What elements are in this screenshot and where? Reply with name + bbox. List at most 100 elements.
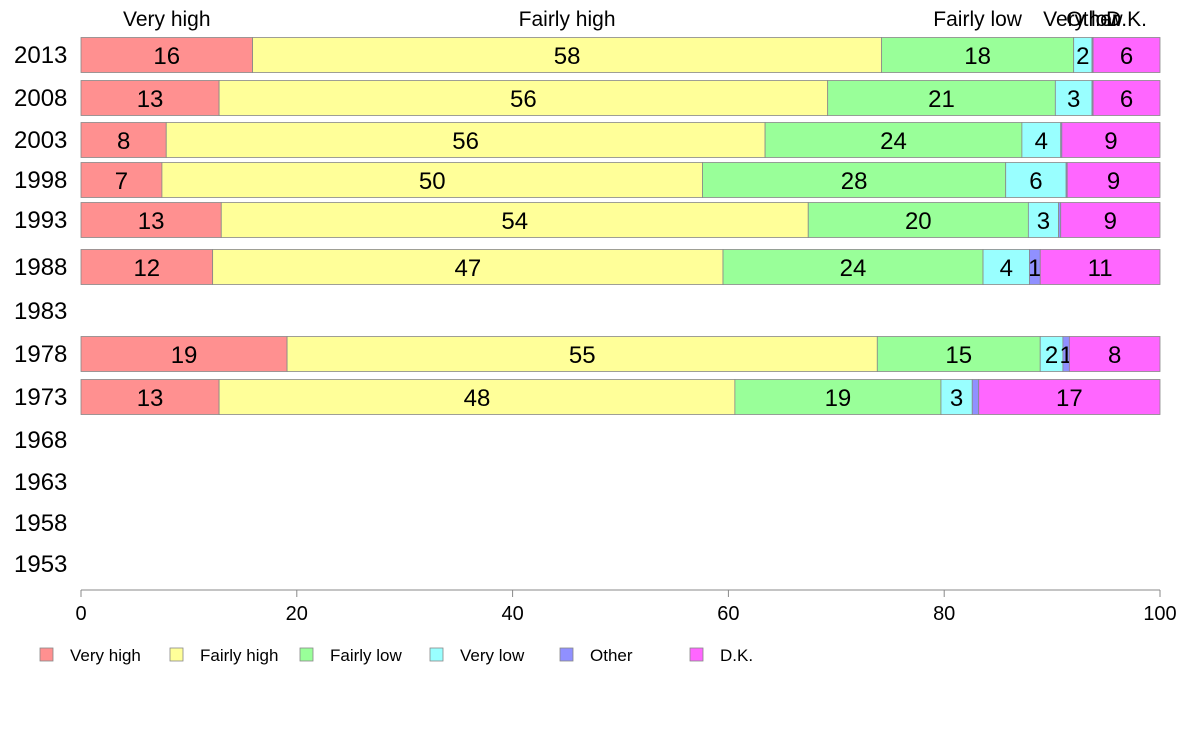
bar-2003-d-k [1061,122,1161,158]
value-label-2008-fairly-low: 21 [928,86,955,113]
bar-1988-fairly-low [722,249,984,285]
value-label-1998-fairly-high: 50 [419,168,446,195]
bar-2008-fairly-high [218,80,829,116]
legend-label-d-k: D.K. [720,646,753,665]
value-label-1993-very-low: 3 [1037,208,1050,235]
x-tick-label-60: 60 [717,603,739,625]
value-label-1973-fairly-low: 19 [825,385,852,412]
legend-swatch-d-k [689,647,704,662]
year-label-1978: 1978 [14,341,67,368]
bar-1998-very-low [1005,162,1067,198]
year-labels: 2013 2008 2003 1998 1993 1988 1983 1978 1973 1968… [14,42,67,578]
value-label-1973-very-low: 3 [950,385,963,412]
top-label-other: Other [1066,8,1119,31]
bar-2003-very-low [1021,122,1062,158]
value-label-1978-fairly-high: 55 [569,342,596,369]
value-label-1998-fairly-low: 28 [841,168,868,195]
year-label-1973: 1973 [14,384,67,411]
bar-2008-very-high [80,80,220,116]
year-label-1963: 1963 [14,469,67,496]
top-category-labels: Very high Fairly high Fairly low Very lowOt… [123,8,1147,31]
value-label-1988-fairly-high: 47 [454,255,481,282]
value-label-1993-d-k: 9 [1104,208,1117,235]
year-label-1958: 1958 [14,510,67,537]
legend-swatch-very-high [39,647,54,662]
value-label-2013-very-high: 16 [153,43,180,70]
value-label-2013-very-low: 2 [1076,43,1089,70]
bar-2003-fairly-low [764,122,1023,158]
legend-swatch-other [559,647,574,662]
value-label-2008-fairly-high: 56 [510,86,537,113]
value-label-1973-fairly-high: 48 [464,385,491,412]
bar-1993-fairly-high [220,202,809,238]
value-label-2013-fairly-high: 58 [554,43,581,70]
bar-1998-fairly-low [702,162,1007,198]
bar-1993-fairly-low [807,202,1029,238]
legend-swatch-very-low [429,647,444,662]
bar-1988-very-high [80,249,214,285]
bar-2013-very-high [80,37,253,73]
legend-swatch-fairly-high [169,647,184,662]
value-label-2008-d-k: 6 [1120,86,1133,113]
value-label-1993-fairly-high: 54 [501,208,528,235]
bar-1998-very-high [80,162,163,198]
bar-1973-very-low [940,379,973,415]
bar-2003-fairly-high [165,122,766,158]
bar-2013-fairly-low [881,37,1075,73]
value-label-1978-d-k: 8 [1108,342,1121,369]
bar-1988-very-low [982,249,1030,285]
top-label-fairly-low: Fairly low [933,8,1023,31]
year-label-2013: 2013 [14,42,67,69]
year-label-1983: 1983 [14,298,67,325]
value-label-1988-d-k: 11 [1088,255,1113,282]
value-label-1978-very-low: 2 [1045,342,1058,369]
x-tick-label-0: 0 [75,603,86,625]
value-label-1973-very-high: 13 [137,385,164,412]
bar-1998-d-k [1066,162,1161,198]
value-label-2003-fairly-high: 56 [452,128,479,155]
value-label-2003-very-high: 8 [117,128,130,155]
bar-2008-d-k [1092,80,1161,116]
value-label-2003-d-k: 9 [1104,128,1117,155]
value-label-1988-very-high: 12 [133,255,160,282]
year-label-1988: 1988 [14,254,67,281]
value-label-1988-other: 1 [1028,255,1041,282]
value-label-1998-very-low: 6 [1029,168,1042,195]
value-label-2008-very-high: 13 [137,86,164,113]
legend-label-fairly-low: Fairly low [330,646,403,665]
bar-2008-very-low [1054,80,1093,116]
value-label-1988-fairly-low: 24 [840,255,867,282]
year-label-2003: 2003 [14,127,67,154]
bar-1978-d-k [1068,336,1161,372]
year-label-1998: 1998 [14,167,67,194]
value-label-1993-fairly-low: 20 [905,208,932,235]
top-label-fairly-high: Fairly high [519,8,616,31]
value-label-1988-very-low: 4 [1000,255,1013,282]
legend-label-other: Other [590,646,633,665]
x-tick-label-100: 100 [1143,603,1176,625]
year-label-1968: 1968 [14,427,67,454]
top-label-d-k: D.K. [1106,8,1147,31]
bar-1978-fairly-high [286,336,878,372]
value-label-1993-very-high: 13 [138,208,165,235]
legend-label-very-low: Very low [460,646,525,665]
year-label-1993: 1993 [14,207,67,234]
year-label-2008: 2008 [14,85,67,112]
legend-label-fairly-high: Fairly high [200,646,278,665]
bar-1973-other [971,379,980,415]
value-label-1998-very-high: 7 [115,168,128,195]
legend-swatch-fairly-low [299,647,314,662]
x-tick-label-80: 80 [933,603,955,625]
value-label-1978-fairly-low: 15 [945,342,972,369]
value-label-2013-d-k: 6 [1120,43,1133,70]
value-label-2013-fairly-low: 18 [964,43,991,70]
top-label-very-high: Very high [123,8,211,31]
bar-1988-d-k [1039,249,1161,285]
bar-2008-fairly-low [827,80,1056,116]
value-label-2003-very-low: 4 [1035,128,1048,155]
x-tick-label-40: 40 [501,603,523,625]
value-label-1978-very-high: 19 [171,342,198,369]
bar-1998-fairly-high [161,162,703,198]
value-label-1998-d-k: 9 [1107,168,1120,195]
